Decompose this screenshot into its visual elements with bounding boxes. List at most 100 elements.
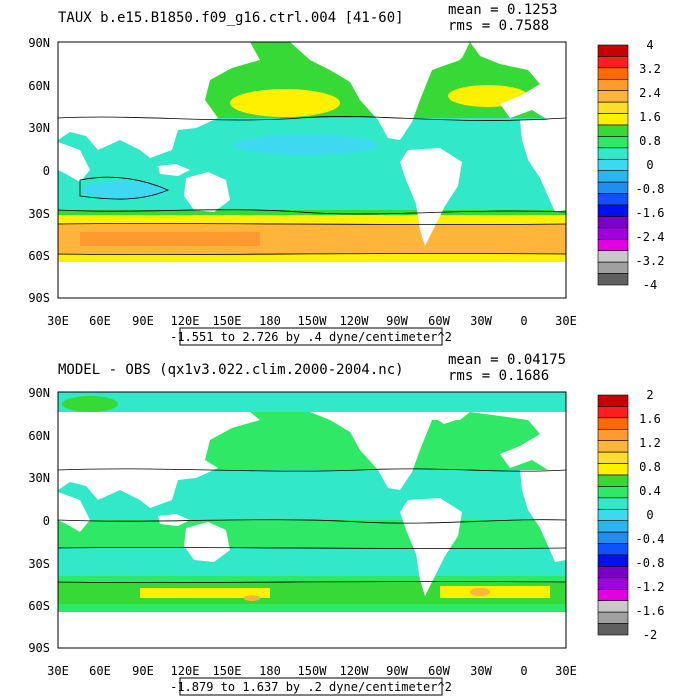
panel-2-lon-label: 180: [259, 664, 281, 678]
colorbar-label: -3.2: [636, 254, 665, 268]
colorbar-swatch: [597, 227, 629, 240]
panel-1-lat-label: 0: [43, 164, 50, 178]
panel-2-lat-label: 0: [43, 514, 50, 528]
panel-1-land-africa-west: [58, 142, 90, 182]
colorbar-swatch: [597, 463, 629, 476]
panel-2-lon-label: 120W: [340, 664, 370, 678]
panel-2-lon-label: 0: [520, 664, 527, 678]
panel-2-lat-label: 30S: [28, 557, 50, 571]
panel-1-land-north-america: [290, 42, 470, 140]
panel-2-arctic-band: [58, 392, 566, 412]
colorbar-swatch: [597, 101, 629, 114]
panel-2-land-africa: [520, 470, 566, 562]
panel-2-rms: rms = 0.1686: [448, 368, 549, 384]
colorbar-swatch: [597, 238, 629, 252]
panel-1-lon-label: 180: [259, 314, 281, 328]
panel-1-lat-label: 60S: [28, 249, 50, 263]
colorbar-swatch: [597, 474, 629, 487]
panel-2-lat-label: 60S: [28, 599, 50, 613]
colorbar-label: 3.2: [639, 62, 661, 76]
colorbar-swatch: [597, 136, 629, 149]
colorbar-label: 2.4: [639, 86, 661, 100]
panel-1-lat-label: 90N: [28, 36, 50, 50]
colorbar-label: -1.6: [636, 604, 665, 618]
panel-1-contours: [57, 116, 567, 255]
panel-2-lat-label: 30N: [28, 471, 50, 485]
panel-1-lon-label: 60E: [89, 314, 111, 328]
panel-2-land-north-america: [290, 412, 470, 490]
panel-2-land-australia: [184, 522, 230, 562]
panel-2-lon-axis: 30E 60E 90E 120E 150E 180 150W 120W 90W …: [47, 664, 577, 678]
panel-1-lon-label: 0: [520, 314, 527, 328]
panel-2-peak-pacific-south: [244, 595, 260, 601]
colorbar-label: -1.2: [636, 580, 665, 594]
panel-2-lon-label: 30E: [47, 664, 69, 678]
panel-1-lon-label: 30W: [470, 314, 492, 328]
colorbar-swatch: [597, 193, 629, 206]
colorbar-swatch: [597, 577, 629, 590]
panel-2-lon-label: 90E: [132, 664, 154, 678]
panel-1-land: [58, 42, 566, 298]
panel-2-lon-label: 90W: [386, 664, 408, 678]
panel-1-lat-label: 90S: [28, 291, 50, 305]
panel-1-range-label: -1.551 to 2.726 by .4 dyne/centimeter^2: [170, 330, 452, 344]
colorbar-label: 1.2: [639, 436, 661, 450]
colorbar-label: 4: [646, 38, 653, 52]
colorbar-swatch: [597, 67, 629, 80]
panel-2-range-label: -1.879 to 1.637 by .2 dyne/centimeter^2: [170, 680, 452, 694]
colorbar-label: 0.8: [639, 460, 661, 474]
colorbar-label: 0.4: [639, 484, 661, 498]
colorbar-swatch: [597, 543, 629, 556]
panel-2-contour-3: [57, 547, 567, 549]
panel-2: MODEL - OBS (qx1v3.022.clim.2000-2004.nc…: [28, 352, 665, 696]
colorbar-swatch: [597, 406, 629, 419]
panel-2-title: MODEL - OBS (qx1v3.022.clim.2000-2004.nc…: [58, 362, 404, 378]
panel-2-lon-label: 30W: [470, 664, 492, 678]
colorbar-swatch: [597, 181, 629, 194]
panel-1-contour-south-1: [57, 223, 567, 225]
panel-1-lon-axis: 30E 60E 90E 120E 150E 180 150W 120W 90W …: [47, 314, 577, 328]
colorbar-label: 0.8: [639, 134, 661, 148]
panel-1-lon-label: 120W: [340, 314, 370, 328]
panel-1-lon-label: 150W: [298, 314, 328, 328]
panel-1-lat-label: 60N: [28, 79, 50, 93]
panel-2-lat-axis: 90N 60N 30N 0 30S 60S 90S: [28, 386, 50, 655]
colorbar-swatch: [597, 204, 629, 217]
colorbar-swatch: [597, 588, 629, 602]
colorbar-label: -0.8: [636, 556, 665, 570]
colorbar-swatch: [597, 261, 629, 274]
panel-1-range-box: [179, 327, 443, 346]
colorbar-swatch: [597, 623, 629, 636]
panel-1-land-europe: [470, 42, 566, 120]
panel-1-land-africa: [520, 120, 566, 212]
colorbar-swatch: [597, 124, 629, 137]
panel-1-lon-label: 120E: [171, 314, 200, 328]
panel-2-land-indonesia: [158, 514, 190, 526]
colorbar-swatch: [597, 417, 629, 430]
panel-1-title: TAUX b.e15.B1850.f09_g16.ctrl.004 [41-60…: [58, 10, 404, 26]
colorbar-swatch: [597, 158, 629, 172]
panel-2-band-southern-core-2: [440, 586, 550, 598]
colorbar-label: 1.6: [639, 110, 661, 124]
panel-1-westerlies-south-peak: [80, 232, 260, 246]
panel-2-frame: [57, 391, 567, 649]
panel-1-lat-label: 30S: [28, 207, 50, 221]
panel-2-map: [57, 391, 567, 649]
colorbar-swatch: [597, 394, 629, 407]
colorbar-label: -1.6: [636, 206, 665, 220]
panel-1-lat-label: 30N: [28, 121, 50, 135]
colorbar-swatch: [597, 273, 629, 286]
colorbar-swatch: [597, 531, 629, 544]
panel-1-mean: mean = 0.1253: [448, 2, 558, 18]
panel-1-easterly-core-pacific: [233, 135, 377, 155]
panel-2-lat-label: 90S: [28, 641, 50, 655]
panel-1: TAUX b.e15.B1850.f09_g16.ctrl.004 [41-60…: [28, 2, 665, 346]
panel-1-easterly-core-indian: [82, 181, 166, 199]
panel-2-range-box: [179, 677, 443, 696]
colorbar-swatch: [597, 428, 629, 442]
panel-2-land-eurasia: [58, 412, 260, 508]
panel-2-lat-label: 60N: [28, 429, 50, 443]
colorbar-swatch: [597, 113, 629, 126]
colorbar-swatch: [597, 216, 629, 229]
panel-2-lat-label: 90N: [28, 386, 50, 400]
